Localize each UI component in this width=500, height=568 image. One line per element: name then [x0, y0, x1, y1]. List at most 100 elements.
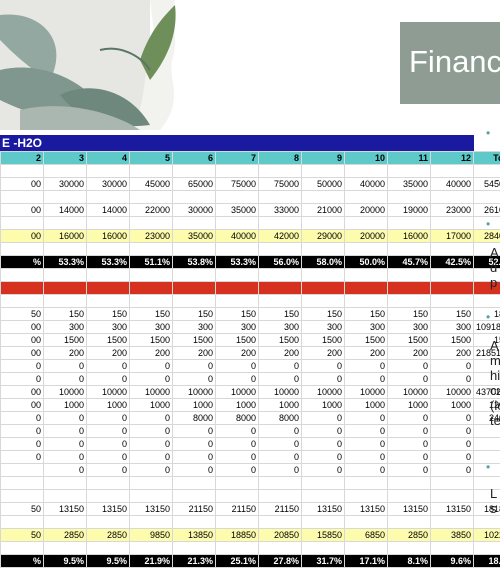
table-cell[interactable] — [345, 542, 388, 555]
table-cell[interactable]: 13150 — [388, 503, 431, 516]
table-cell[interactable] — [1, 165, 44, 178]
table-cell[interactable]: 0 — [431, 360, 474, 373]
table-cell[interactable]: 0 — [259, 438, 302, 451]
table-cell[interactable] — [259, 217, 302, 230]
table-cell[interactable] — [173, 243, 216, 256]
table-cell[interactable] — [87, 477, 130, 490]
table-cell[interactable] — [130, 282, 173, 295]
table-cell[interactable] — [130, 191, 173, 204]
column-header[interactable]: Total — [474, 152, 500, 165]
table-cell[interactable]: % — [1, 256, 44, 269]
table-cell[interactable]: 0 — [173, 438, 216, 451]
table-cell[interactable] — [345, 490, 388, 503]
table-cell[interactable]: 0 — [431, 438, 474, 451]
table-cell[interactable]: 0 — [388, 438, 431, 451]
table-cell[interactable]: 1000 — [173, 399, 216, 412]
table-cell[interactable] — [130, 477, 173, 490]
table-cell[interactable]: 50.0% — [345, 256, 388, 269]
table-cell[interactable] — [431, 191, 474, 204]
table-cell[interactable]: 25.1% — [216, 555, 259, 568]
table-cell[interactable]: 53.3% — [44, 256, 87, 269]
table-cell[interactable]: 0 — [87, 425, 130, 438]
table-cell[interactable]: 300 — [173, 321, 216, 334]
table-cell[interactable] — [259, 269, 302, 282]
table-cell[interactable]: 300 — [87, 321, 130, 334]
table-cell[interactable] — [388, 542, 431, 555]
table-cell[interactable] — [1, 542, 44, 555]
table-cell[interactable]: 30000 — [44, 178, 87, 191]
table-cell[interactable] — [1, 477, 44, 490]
table-cell[interactable]: 13150 — [130, 503, 173, 516]
table-cell[interactable]: 200 — [302, 347, 345, 360]
table-cell[interactable]: 00 — [1, 386, 44, 399]
table-cell[interactable]: 21150 — [259, 503, 302, 516]
table-cell[interactable]: 10000 — [388, 386, 431, 399]
table-cell[interactable]: 0 — [44, 425, 87, 438]
column-header[interactable]: 10 — [345, 152, 388, 165]
table-cell[interactable]: 10000 — [87, 386, 130, 399]
table-cell[interactable]: 0 — [216, 451, 259, 464]
table-cell[interactable] — [44, 269, 87, 282]
table-cell[interactable]: 0 — [259, 451, 302, 464]
table-cell[interactable]: 00 — [1, 178, 44, 191]
table-cell[interactable] — [44, 477, 87, 490]
table-cell[interactable]: 1500 — [216, 334, 259, 347]
table-cell[interactable] — [302, 282, 345, 295]
table-cell[interactable]: 0 — [1, 438, 44, 451]
table-cell[interactable]: 29000 — [302, 230, 345, 243]
table-cell[interactable]: 21150 — [216, 503, 259, 516]
table-cell[interactable]: 75000 — [259, 178, 302, 191]
table-cell[interactable] — [216, 217, 259, 230]
table-cell[interactable]: 10000 — [173, 386, 216, 399]
table-cell[interactable]: 150 — [431, 308, 474, 321]
table-cell[interactable] — [87, 282, 130, 295]
table-cell[interactable]: 13150 — [345, 503, 388, 516]
table-cell[interactable]: 23000 — [130, 230, 173, 243]
table-cell[interactable]: 0 — [302, 438, 345, 451]
table-cell[interactable]: 0 — [87, 373, 130, 386]
table-cell[interactable] — [173, 165, 216, 178]
table-cell[interactable]: 45.7% — [388, 256, 431, 269]
table-cell[interactable]: 1500 — [345, 334, 388, 347]
table-cell[interactable]: 200 — [87, 347, 130, 360]
table-cell[interactable]: 200 — [431, 347, 474, 360]
table-cell[interactable]: 30000 — [173, 204, 216, 217]
table-cell[interactable] — [259, 516, 302, 529]
table-cell[interactable]: 35000 — [173, 230, 216, 243]
table-cell[interactable] — [216, 243, 259, 256]
table-cell[interactable]: 0 — [431, 464, 474, 477]
table-cell[interactable] — [216, 295, 259, 308]
table-cell[interactable] — [345, 191, 388, 204]
table-cell[interactable]: 00 — [1, 399, 44, 412]
table-cell[interactable] — [388, 477, 431, 490]
table-cell[interactable] — [44, 542, 87, 555]
table-cell[interactable] — [87, 516, 130, 529]
table-cell[interactable] — [173, 295, 216, 308]
table-cell[interactable] — [1, 217, 44, 230]
table-cell[interactable]: 0 — [216, 464, 259, 477]
table-cell[interactable]: 9.5% — [44, 555, 87, 568]
table-cell[interactable]: 0 — [87, 360, 130, 373]
table-cell[interactable] — [345, 243, 388, 256]
table-cell[interactable]: 0 — [44, 451, 87, 464]
table-cell[interactable]: 200 — [388, 347, 431, 360]
table-cell[interactable] — [431, 282, 474, 295]
table-cell[interactable] — [345, 282, 388, 295]
column-header[interactable]: 2 — [1, 152, 44, 165]
table-cell[interactable]: 1500 — [44, 334, 87, 347]
table-cell[interactable] — [259, 490, 302, 503]
table-cell[interactable]: 1000 — [345, 399, 388, 412]
table-cell[interactable]: 53.3% — [216, 256, 259, 269]
table-cell[interactable] — [130, 516, 173, 529]
table-cell[interactable] — [87, 542, 130, 555]
table-cell[interactable] — [87, 269, 130, 282]
table-cell[interactable]: 10000 — [431, 386, 474, 399]
table-cell[interactable] — [302, 191, 345, 204]
table-cell[interactable] — [216, 477, 259, 490]
table-cell[interactable]: 200 — [173, 347, 216, 360]
table-cell[interactable]: 300 — [130, 321, 173, 334]
table-cell[interactable]: 0 — [130, 451, 173, 464]
table-cell[interactable] — [388, 191, 431, 204]
table-cell[interactable]: 16000 — [388, 230, 431, 243]
table-cell[interactable]: 0 — [474, 438, 500, 451]
